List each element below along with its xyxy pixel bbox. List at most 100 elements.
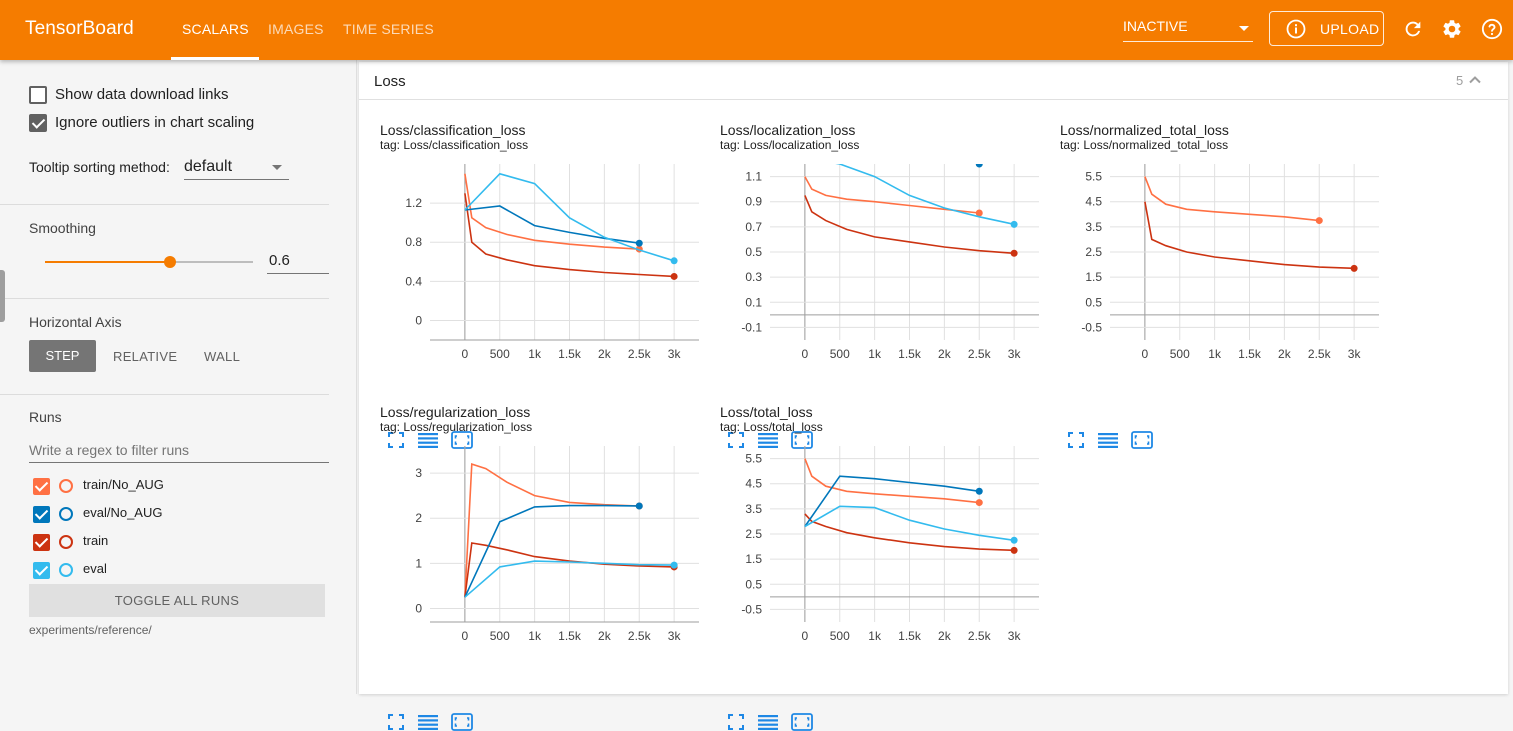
x-tick-label: 2k (598, 629, 612, 643)
x-tick-label: 1.5k (898, 629, 922, 643)
line-chart[interactable]: 0 500 1k 1.5k 2k 2.5k 3k 0 0.4 0.8 1.2 (359, 152, 699, 372)
card-tag: tag: Loss/classification_loss (380, 138, 529, 152)
fit-domain-icon[interactable] (791, 431, 813, 449)
axis-wall-button[interactable]: WALL (204, 349, 241, 364)
smoothing-slider-thumb[interactable] (164, 256, 176, 268)
divider (0, 204, 329, 205)
series-line-eval-no_aug (464, 504, 640, 598)
run-color-circle-icon[interactable] (59, 507, 73, 521)
fit-domain-icon[interactable] (451, 431, 473, 449)
axis-relative-button[interactable]: RELATIVE (113, 349, 178, 364)
tab-time-series[interactable]: TIME SERIES (343, 21, 434, 37)
y-tick-label: 0.7 (745, 220, 762, 234)
scalars-main-pane: Loss 5 Loss/classification_loss tag: Loss… (359, 62, 1508, 731)
run-color-circle-icon[interactable] (59, 535, 73, 549)
x-tick-label: 3k (668, 347, 682, 361)
fit-domain-icon[interactable] (451, 713, 473, 731)
line-chart[interactable]: 0 500 1k 1.5k 2k 2.5k 3k -0.1 0.1 0.3 0.5 0.7 0.9 1.1 (699, 152, 1039, 372)
y-tick-label: 1.5 (745, 552, 762, 566)
series-line-train (464, 542, 675, 598)
fullscreen-icon[interactable] (388, 432, 404, 448)
tooltip-sorting-label: Tooltip sorting method: (29, 159, 170, 175)
x-tick-label: 1.5k (898, 347, 922, 361)
log-scale-icon[interactable] (418, 714, 438, 730)
category-count: 5 (1456, 73, 1464, 88)
run-checkbox-train-no-aug[interactable] (33, 478, 50, 495)
y-tick-label: 1 (415, 556, 422, 570)
series-end-point (670, 272, 678, 280)
tab-scalars[interactable]: SCALARS (182, 21, 249, 37)
sidebar-resize-handle[interactable] (0, 270, 5, 322)
fit-domain-icon[interactable] (1131, 431, 1153, 449)
run-color-circle-icon[interactable] (59, 479, 73, 493)
fullscreen-icon[interactable] (1068, 432, 1084, 448)
x-tick-label: 1.5k (558, 629, 582, 643)
y-tick-label: 5.5 (745, 452, 762, 466)
plugin-selector-dropdown[interactable]: INACTIVE (1123, 18, 1253, 42)
settings-icon[interactable] (1441, 18, 1463, 40)
divider (0, 298, 329, 299)
series-end-point (670, 257, 678, 265)
y-tick-label: 0.8 (405, 235, 422, 249)
series-line-eval (464, 560, 675, 598)
chevron-up-icon[interactable] (1468, 73, 1482, 87)
line-chart[interactable]: 0 500 1k 1.5k 2k 2.5k 3k 0 1 2 3 (359, 434, 699, 654)
run-color-circle-icon[interactable] (59, 563, 73, 577)
category-header-loss[interactable]: Loss 5 (359, 62, 1508, 100)
log-scale-icon[interactable] (1098, 432, 1118, 448)
x-tick-label: 1.5k (558, 347, 582, 361)
series-line-train (804, 195, 1015, 255)
info-icon (1286, 19, 1306, 39)
smoothing-value-input[interactable]: 0.6 (269, 252, 290, 269)
x-tick-label: 1k (528, 347, 542, 361)
line-chart[interactable]: 0 500 1k 1.5k 2k 2.5k 3k -0.5 0.5 1.5 2.5 3.5 4.5 5.5 (699, 434, 1039, 654)
run-checkbox-eval[interactable] (33, 562, 50, 579)
tab-images[interactable]: IMAGES (268, 21, 324, 37)
toggle-all-runs-button[interactable]: TOGGLE ALL RUNS (29, 584, 325, 617)
log-scale-icon[interactable] (758, 432, 778, 448)
show-download-links-checkbox[interactable] (29, 86, 47, 104)
y-tick-label: 4.5 (1085, 195, 1102, 209)
smoothing-slider-fill (45, 261, 170, 263)
fullscreen-icon[interactable] (728, 432, 744, 448)
upload-button[interactable]: UPLOAD (1269, 11, 1384, 46)
tooltip-sorting-select[interactable]: default (184, 156, 289, 180)
log-scale-icon[interactable] (758, 714, 778, 730)
y-tick-label: 3.5 (745, 502, 762, 516)
help-icon[interactable] (1481, 18, 1503, 40)
show-download-links-label: Show data download links (55, 86, 229, 103)
refresh-icon[interactable] (1402, 18, 1424, 40)
series-end-point (1010, 249, 1018, 257)
horizontal-axis-label: Horizontal Axis (29, 314, 122, 330)
active-tab-indicator (171, 57, 259, 60)
log-scale-icon[interactable] (418, 432, 438, 448)
top-app-bar: TensorBoard SCALARS IMAGES TIME SERIES I… (0, 0, 1513, 60)
runs-filter-input[interactable]: Write a regex to filter runs (29, 442, 190, 458)
upload-label: UPLOAD (1320, 21, 1380, 37)
axis-step-button[interactable]: STEP (29, 340, 96, 372)
y-tick-label: 4.5 (745, 477, 762, 491)
card-tag: tag: Loss/regularization_loss (380, 420, 533, 434)
chevron-down-icon (1239, 26, 1249, 31)
tooltip-sorting-value: default (184, 158, 233, 175)
fullscreen-icon[interactable] (728, 714, 744, 730)
ignore-outliers-checkbox[interactable] (29, 114, 47, 132)
run-label-eval: eval (83, 561, 107, 576)
chevron-down-icon (272, 165, 282, 170)
run-checkbox-eval-no-aug[interactable] (33, 506, 50, 523)
run-checkbox-train[interactable] (33, 534, 50, 551)
fit-domain-icon[interactable] (791, 713, 813, 731)
y-tick-label: 1.1 (745, 170, 762, 184)
fullscreen-icon[interactable] (388, 714, 404, 730)
scalar-card: Loss/localization_loss tag: Loss/localiza… (699, 62, 1039, 449)
divider (0, 394, 329, 395)
series-end-point (635, 502, 643, 510)
series-line-eval (835, 164, 1015, 226)
series-line-eval (804, 505, 1015, 542)
sidebar: Show data download links Ignore outliers… (0, 60, 357, 694)
line-chart[interactable]: 0 500 1k 1.5k 2k 2.5k 3k -0.5 0.5 1.5 2.5 3.5 4.5 5.5 (1039, 152, 1379, 372)
series-line-train (464, 193, 675, 278)
x-tick-label: 500 (830, 629, 850, 643)
x-tick-label: 500 (490, 347, 510, 361)
card-title: Loss/classification_loss (380, 122, 526, 138)
